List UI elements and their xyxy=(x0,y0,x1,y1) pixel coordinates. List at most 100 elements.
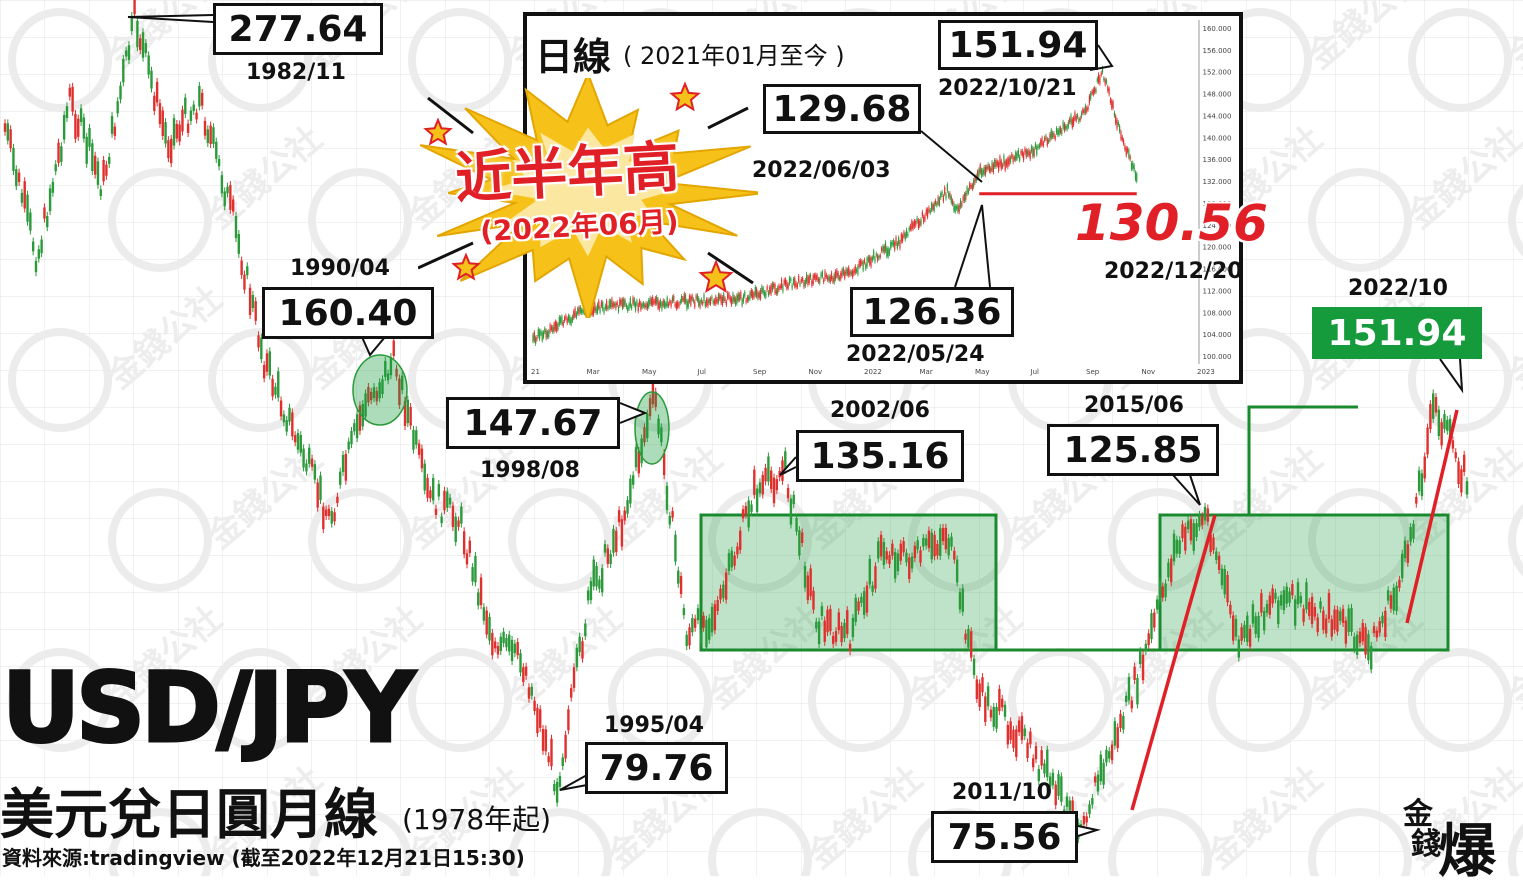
inset-candle-body xyxy=(732,293,734,302)
inset-candle-body xyxy=(550,326,553,330)
inset-candle-body xyxy=(781,279,783,288)
inset-candle-body xyxy=(632,297,634,304)
candle-body xyxy=(730,550,733,568)
inset-candle-body xyxy=(853,269,855,275)
candle-body xyxy=(541,729,545,751)
inset-candle-body xyxy=(982,169,984,176)
inset-candle-body xyxy=(617,307,620,312)
inset-candle-body xyxy=(861,261,863,265)
inset-candle-body xyxy=(591,307,593,315)
inset-candle-body xyxy=(648,299,650,308)
inset-candle-body xyxy=(1040,140,1042,146)
candle-body xyxy=(99,189,102,196)
inset-candle-body xyxy=(784,279,787,286)
inset-candle-body xyxy=(1074,112,1076,120)
inset-candle-body xyxy=(608,300,610,308)
candle-body xyxy=(1448,418,1452,440)
inset-candle-body xyxy=(1001,164,1004,168)
inset-candle-body xyxy=(650,298,652,305)
inset-candle-body xyxy=(808,275,810,284)
inset-candle-body xyxy=(778,285,780,291)
inset-candle-body xyxy=(628,304,630,309)
candle-body xyxy=(1367,634,1370,661)
inset-candle-body xyxy=(945,194,947,199)
candle-body xyxy=(679,576,683,595)
candle-body xyxy=(1302,608,1305,622)
inset-candle-body xyxy=(825,274,827,278)
candle-body xyxy=(606,548,610,564)
candle-body xyxy=(741,509,745,519)
inset-candle-body xyxy=(1028,149,1030,156)
inset-candle-body xyxy=(803,281,805,288)
inset-candle-body xyxy=(936,203,938,206)
inset-candle-body xyxy=(554,321,556,330)
candle-body xyxy=(564,734,567,759)
watermark-lock-icon xyxy=(708,808,812,876)
candle-body xyxy=(570,688,573,698)
candle-body xyxy=(1398,579,1401,588)
inset-marker-date-1220: 2022/12/20 xyxy=(1104,259,1243,284)
inset-candle-body xyxy=(604,305,606,309)
candle-body xyxy=(581,641,584,659)
candle-body xyxy=(1344,620,1348,644)
inset-candle-body xyxy=(1082,109,1084,113)
inset-candle-body xyxy=(716,299,718,303)
inset-candle-body xyxy=(634,303,637,311)
inset-candle-body xyxy=(1048,140,1050,143)
inset-y-tick: 156.000 xyxy=(1203,47,1232,55)
candle-body xyxy=(508,634,511,652)
inset-candle-body xyxy=(990,168,992,172)
candle-body xyxy=(879,534,883,557)
candle-body xyxy=(1437,409,1441,437)
candle-body xyxy=(392,340,395,356)
candle-body xyxy=(167,140,170,159)
candle-body xyxy=(1395,585,1398,612)
candle-body xyxy=(584,623,587,636)
burst-badge xyxy=(418,78,758,318)
candle-body xyxy=(288,407,291,422)
inset-candle-body xyxy=(865,264,867,269)
inset-candle-body xyxy=(996,161,998,166)
logo-line-2: 錢 xyxy=(1411,827,1441,862)
inset-candle-body xyxy=(659,300,662,307)
candle-body xyxy=(271,378,274,397)
candle-body xyxy=(1370,645,1373,670)
inset-candle-body xyxy=(970,184,972,188)
inset-candle-body xyxy=(837,272,839,279)
inset-candle-body xyxy=(727,292,729,299)
candle-body xyxy=(995,706,998,729)
inset-candle-body xyxy=(728,293,730,299)
inset-candle-body xyxy=(592,307,595,315)
candle-body xyxy=(1415,496,1418,504)
inset-candle-body xyxy=(623,298,625,307)
inset-candle-body xyxy=(904,233,906,240)
candle-body xyxy=(237,234,241,254)
callout-pointers xyxy=(127,14,1464,837)
inset-candle-body xyxy=(1055,128,1058,133)
inset-candle-body xyxy=(1013,157,1016,160)
inset-candle-body xyxy=(828,275,830,282)
inset-candle-body xyxy=(765,292,767,298)
inset-candle-body xyxy=(807,277,809,285)
watermark-lock-icon xyxy=(1408,8,1512,112)
inset-candle-body xyxy=(674,303,676,306)
candle-body xyxy=(1406,544,1410,563)
inset-candle-body xyxy=(748,296,750,301)
inset-candle-body xyxy=(756,288,758,297)
inset-candle-body xyxy=(903,231,905,237)
star-icons xyxy=(423,81,734,294)
candle-body xyxy=(468,540,471,554)
candle-body xyxy=(955,559,959,583)
candle-body xyxy=(1108,751,1111,759)
candle-body xyxy=(285,420,288,432)
inset-candle-body xyxy=(798,275,800,282)
candle-body xyxy=(1322,610,1325,630)
inset-candle-body xyxy=(1084,105,1087,114)
candle-body xyxy=(1088,804,1091,815)
candle-body xyxy=(1279,595,1283,606)
candle-body xyxy=(705,619,708,648)
inset-candle-body xyxy=(795,282,797,288)
candle-body xyxy=(1186,520,1190,530)
inset-candle-body xyxy=(920,219,922,225)
candle-body xyxy=(212,127,215,144)
